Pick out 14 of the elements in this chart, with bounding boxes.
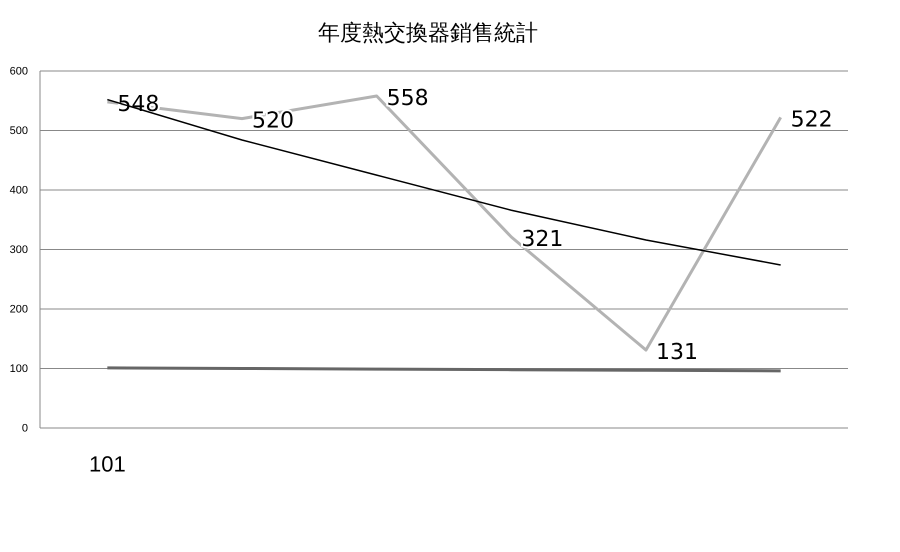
y-tick-label: 300 — [10, 244, 28, 256]
data-label: 522 — [790, 107, 833, 132]
y-tick-label: 400 — [10, 184, 28, 197]
data-label: 520 — [252, 108, 294, 134]
data-label: 131 — [656, 340, 698, 366]
data-label: 321 — [521, 227, 564, 252]
data-label: 558 — [386, 86, 429, 111]
y-tick-label: 500 — [10, 125, 28, 138]
y-tick-label: 100 — [10, 363, 28, 376]
x-tick-label: 101 — [88, 452, 126, 477]
y-tick-label: 200 — [10, 304, 28, 316]
y-tick-label: 0 — [22, 422, 28, 435]
chart-title: 年度熱交換器銷售統計 — [318, 21, 538, 46]
y-tick-label: 600 — [10, 66, 28, 78]
